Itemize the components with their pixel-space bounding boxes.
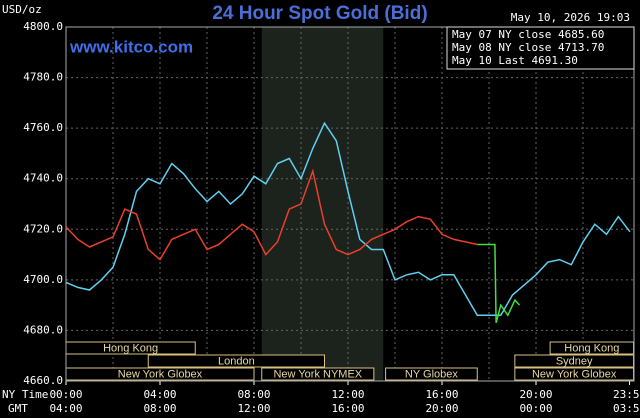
chart-title: 24 Hour Spot Gold (Bid) [212,3,427,24]
session-bar [385,367,478,381]
session-label: Hong Kong [564,342,619,354]
session-bar [261,367,375,381]
y-tick-label: 4780.0 [23,71,63,84]
session-label: NY Globex [405,368,458,380]
x2-tick-label: 12:00 [237,402,270,415]
plot-frame [65,26,635,382]
x-tick-label: 16:00 [425,388,458,401]
x-tick-label: 12:00 [331,388,364,401]
legend-entry: May 10 Last 4691.30 [452,54,578,67]
y-tick-label: 4720.0 [23,222,63,235]
x2-tick-label: 04:00 [49,402,82,415]
session-label: New York Globex [118,368,203,380]
x-axis-label: NY Time [2,388,48,401]
x-tick-label: 04:00 [143,388,176,401]
legend-entry: May 08 NY close 4713.70 [452,41,604,54]
y-tick-label: 4740.0 [23,172,63,185]
y-tick-label: 4660.0 [23,374,63,387]
x2-tick-label: 16:00 [331,402,364,415]
session-label: New York Globex [532,368,617,380]
x2-tick-label: 20:00 [425,402,458,415]
y-tick-label: 4760.0 [23,121,63,134]
x-tick-label: 00:00 [49,388,82,401]
x-tick-label: 08:00 [237,388,270,401]
nymex-shade [261,27,384,381]
x2-axis-label: GMT [8,402,28,415]
x-tick-label: 20:00 [519,388,552,401]
timestamp: May 10, 2026 19:03 [511,11,630,24]
series-line [477,243,521,323]
x2-tick-label: 00:00 [519,402,552,415]
y-tick-label: 4700.0 [23,273,63,286]
session-label: New York NYMEX [273,368,362,380]
x2-tick-label: 08:00 [143,402,176,415]
session-label: Hong Kong [103,342,158,354]
x-tick-label: 23:59 [613,388,640,401]
legend-box [446,26,635,70]
series-line [65,121,631,317]
y-tick-label: 4800.0 [23,20,63,33]
session-label: Sydney [556,355,593,367]
y-tick-label: 4680.0 [23,323,63,336]
series-line [65,168,478,261]
x2-tick-label: 03:59 [613,402,640,415]
session-bar [147,354,325,368]
session-label: London [218,355,255,367]
y-axis-label: USD/oz [2,3,42,16]
site-label: www.kitco.com [69,37,193,56]
legend-entry: May 07 NY close 4685.60 [452,28,604,41]
